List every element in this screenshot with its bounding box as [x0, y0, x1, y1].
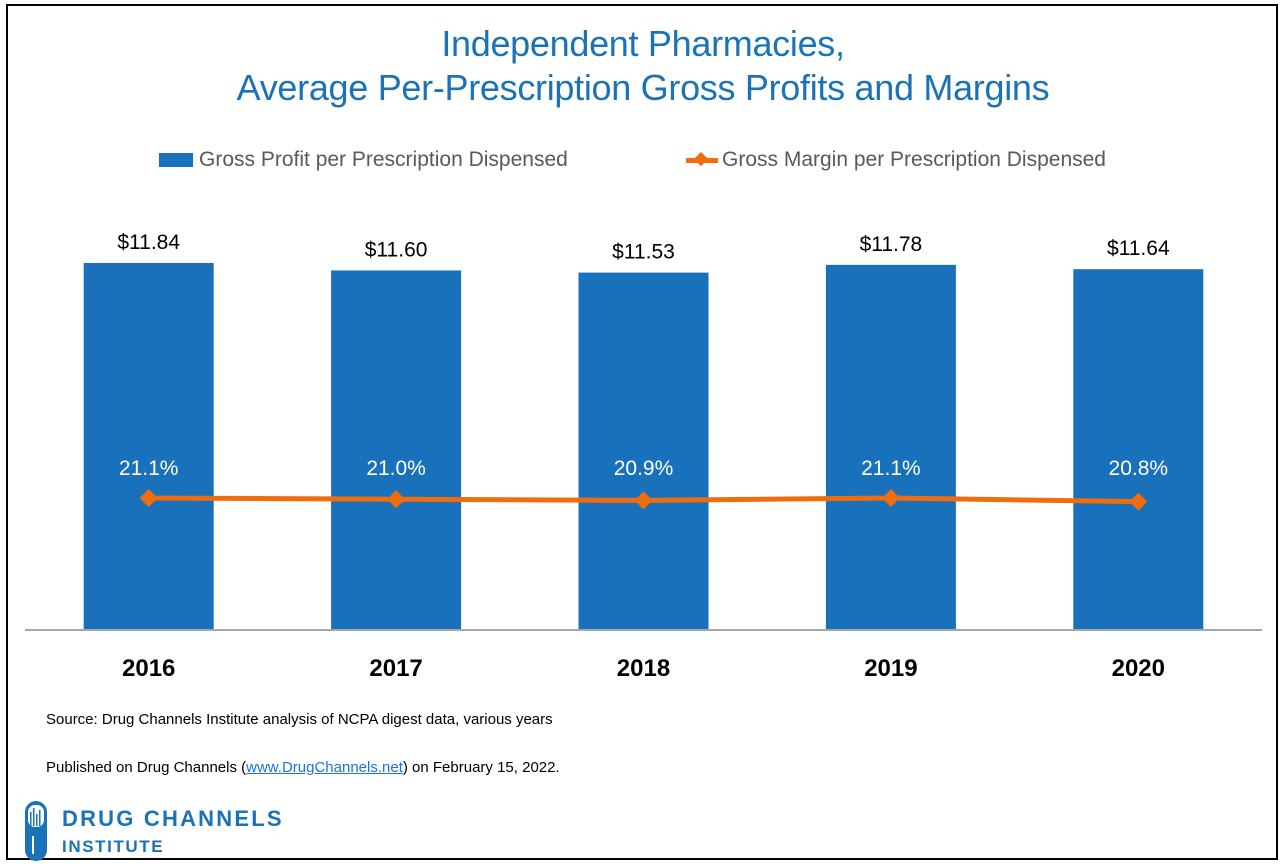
x-tick-label-2016: 2016 — [122, 655, 175, 682]
x-tick-label-2020: 2020 — [1112, 655, 1165, 682]
drug-channels-institute-logo: DRUG CHANNELS INSTITUTE — [24, 800, 284, 862]
bar-value-label-2016: $11.84 — [117, 231, 180, 254]
legend-item-gross-margin: Gross Margin per Prescription Dispensed — [686, 148, 1106, 172]
legend-label-gross-margin: Gross Margin per Prescription Dispensed — [722, 148, 1106, 171]
logo-line-2: INSTITUTE — [62, 837, 165, 856]
source-note: Source: Drug Channels Institute analysis… — [46, 711, 553, 728]
bar-value-label-2017: $11.60 — [365, 238, 428, 261]
line-marker-2017 — [387, 490, 406, 509]
bar-2017 — [331, 270, 462, 630]
legend-swatch-bar-icon — [159, 153, 193, 167]
chart-title-line-2: Average Per-Prescription Gross Profits a… — [236, 67, 1050, 108]
margin-value-label-2019: 21.1% — [861, 457, 921, 480]
logo-text: DRUG CHANNELS INSTITUTE — [62, 800, 284, 858]
published-note: Published on Drug Channels (www.DrugChan… — [46, 759, 560, 776]
bar-labels-layer: $11.84 $11.60 $11.53 $11.78 $11.64 — [117, 231, 1170, 264]
legend-item-gross-profit: Gross Profit per Prescription Dispensed — [159, 148, 568, 172]
x-tick-label-2019: 2019 — [864, 655, 917, 682]
margin-value-label-2016: 21.1% — [119, 457, 179, 480]
line-marker-2019 — [881, 489, 900, 507]
chart-title-line-1: Independent Pharmacies, — [441, 23, 845, 64]
line-marker-2018 — [634, 491, 653, 510]
line-labels-layer: 21.1% 21.0% 20.9% 21.1% 20.8% — [119, 457, 1168, 480]
chart-title: Independent Pharmacies, Average Per-Pres… — [0, 22, 1286, 110]
margin-value-label-2017: 21.0% — [366, 457, 426, 480]
line-marker-2016 — [139, 489, 158, 507]
chart-legend: Gross Profit per Prescription Dispensed … — [0, 148, 1286, 176]
published-suffix: ) on February 15, 2022. — [402, 759, 560, 776]
margin-value-label-2018: 20.9% — [614, 457, 674, 480]
pill-capsule-icon — [25, 801, 47, 861]
legend-label-gross-profit: Gross Profit per Prescription Dispensed — [199, 148, 568, 171]
x-tick-label-2018: 2018 — [617, 655, 670, 682]
bar-2016 — [83, 263, 214, 630]
line-marker-2020 — [1129, 492, 1148, 511]
bar-2018 — [578, 272, 709, 630]
x-ticks-layer: 2016 2017 2018 2019 2020 — [122, 655, 1165, 682]
bar-value-label-2019: $11.78 — [860, 233, 923, 256]
bar-value-label-2020: $11.64 — [1107, 237, 1170, 260]
bar-value-label-2018: $11.53 — [612, 241, 675, 264]
x-tick-label-2017: 2017 — [369, 655, 422, 682]
drugchannels-link[interactable]: www.DrugChannels.net — [246, 759, 403, 776]
logo-line-1: DRUG CHANNELS — [62, 806, 284, 831]
bar-2020 — [1073, 269, 1204, 630]
legend-swatch-line-diamond-icon — [686, 151, 718, 167]
margin-value-label-2020: 20.8% — [1109, 457, 1169, 480]
line-layer — [139, 489, 1148, 511]
bar-2019 — [825, 264, 956, 630]
published-prefix: Published on Drug Channels ( — [46, 759, 247, 776]
bars-layer — [83, 263, 1204, 630]
